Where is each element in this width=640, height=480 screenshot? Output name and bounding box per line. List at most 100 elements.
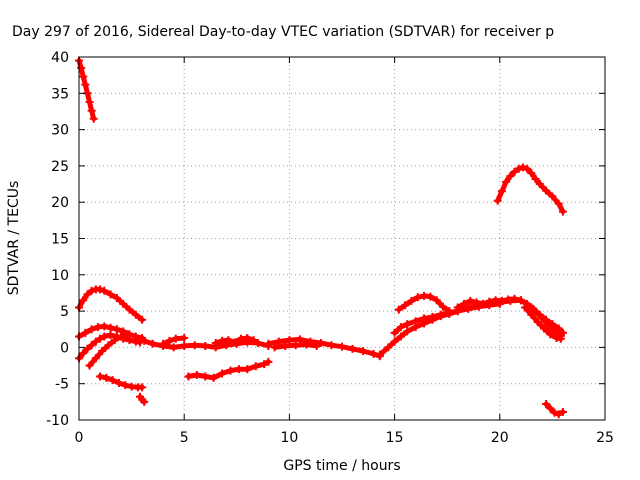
data-point (413, 293, 422, 302)
data-point (169, 343, 178, 352)
data-point (114, 378, 123, 387)
series-arc-2 (75, 285, 147, 324)
data-point (117, 332, 126, 341)
y-tick-label: 20 (51, 195, 69, 211)
data-point (180, 333, 189, 342)
data-point (125, 336, 134, 345)
data-point (230, 338, 239, 347)
data-point (211, 339, 220, 348)
data-point (460, 299, 469, 308)
data-point (375, 350, 384, 359)
data-point (390, 328, 399, 337)
data-point (83, 290, 92, 299)
data-point (190, 341, 199, 350)
data-point (497, 296, 506, 305)
data-point (529, 304, 538, 313)
data-point (274, 337, 283, 346)
data-point (87, 325, 96, 334)
data-point (403, 320, 412, 329)
data-point (548, 320, 557, 329)
data-point (251, 362, 260, 371)
y-tick-label: 5 (60, 304, 69, 320)
data-point (516, 296, 525, 305)
data-point (466, 296, 475, 305)
data-point (359, 347, 368, 356)
data-point (428, 312, 437, 321)
data-point (108, 376, 117, 385)
data-point (264, 339, 273, 348)
data-point (218, 369, 227, 378)
data-point (192, 370, 201, 379)
data-point (531, 174, 540, 183)
series-arc-12 (264, 335, 384, 361)
data-point (407, 296, 416, 305)
data-point (201, 372, 210, 381)
data-point (291, 341, 300, 350)
data-point (521, 303, 530, 312)
data-point (464, 304, 473, 313)
data-point (98, 347, 107, 356)
data-point (506, 172, 515, 181)
data-point (226, 366, 235, 375)
data-point (123, 330, 132, 339)
data-point (87, 286, 96, 295)
data-point (201, 341, 210, 350)
data-point (558, 328, 567, 337)
series-arc-7 (136, 392, 149, 406)
data-point (125, 305, 134, 314)
data-point (312, 341, 321, 350)
data-point (396, 323, 405, 332)
data-point (411, 317, 420, 326)
data-point (497, 187, 506, 196)
data-point (523, 164, 532, 173)
data-point (159, 339, 168, 348)
data-point (535, 310, 544, 319)
data-point (83, 344, 92, 353)
data-point (79, 349, 88, 358)
data-point (539, 324, 548, 333)
data-point (546, 330, 555, 339)
data-point (180, 341, 189, 350)
data-point (270, 343, 279, 352)
data-point (243, 365, 252, 374)
data-point (338, 342, 346, 351)
data-point (165, 336, 174, 345)
data-point (556, 334, 565, 343)
data-point (85, 98, 94, 107)
data-point (85, 361, 94, 370)
data-point (472, 298, 481, 307)
data-point (390, 337, 399, 346)
data-point (110, 336, 119, 345)
data-point (558, 408, 567, 417)
data-point (302, 340, 311, 349)
y-tick-label: -5 (55, 377, 69, 393)
data-point (514, 164, 523, 173)
series-arc-1 (75, 56, 98, 123)
data-point (91, 354, 100, 363)
data-point (327, 341, 336, 350)
data-point (234, 365, 243, 374)
data-point (396, 332, 405, 341)
data-point (79, 72, 88, 81)
series-arc-18 (521, 303, 565, 343)
axes: 0 5 10 15 20 25 -10 -5 0 5 10 15 20 25 30 35 40 (46, 50, 614, 446)
data-point (209, 373, 218, 382)
y-axis-label: SDTVAR / TECUs (6, 181, 22, 296)
data-point (253, 339, 262, 348)
data-point (535, 180, 544, 189)
data-point (420, 314, 429, 323)
data-point (121, 381, 130, 390)
x-axis-label: GPS time / hours (283, 458, 400, 474)
data-point (249, 336, 258, 345)
data-point (438, 302, 447, 311)
data-point (548, 192, 557, 201)
data-point (445, 307, 454, 316)
data-point (81, 80, 90, 89)
data-point (478, 299, 487, 308)
data-point (527, 310, 536, 319)
data-point (81, 328, 90, 337)
series-arc-6 (96, 372, 147, 392)
data-point (554, 324, 563, 333)
data-point (384, 343, 393, 352)
